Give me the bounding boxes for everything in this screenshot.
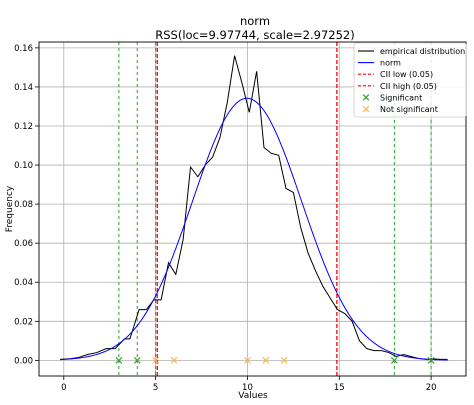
significant-marker xyxy=(427,356,435,364)
legend-swatch xyxy=(362,94,370,101)
y-tick-label: 0.16 xyxy=(14,44,33,54)
y-axis-label: Frequency xyxy=(5,185,15,232)
y-tick-label: 0.14 xyxy=(14,83,33,93)
not-significant-marker xyxy=(170,356,178,364)
chart-subtitle: RSS(loc=9.97744, scale=2.97252) xyxy=(155,28,354,42)
empirical-distribution-line xyxy=(60,55,448,360)
x-axis-ticks: 0 5 10 15 20 xyxy=(61,376,437,393)
legend-item: CII low (0.05) xyxy=(358,70,433,79)
y-tick-label: 0.06 xyxy=(14,239,33,249)
significant-marker xyxy=(390,356,398,364)
y-tick-label: 0.00 xyxy=(14,356,33,366)
series-lines xyxy=(60,55,448,361)
legend-item: Not significant xyxy=(362,105,438,114)
y-tick-label: 0.08 xyxy=(14,200,33,210)
y-tick-label: 0.10 xyxy=(14,161,33,171)
not-significant-marker xyxy=(152,356,160,364)
not-significant-marker xyxy=(262,356,270,364)
chart-title: norm xyxy=(240,14,270,28)
legend-box xyxy=(353,42,467,118)
x-tick-label: 5 xyxy=(153,383,158,393)
x-tick-label: 15 xyxy=(334,383,345,393)
x-tick-label: 10 xyxy=(242,383,253,393)
legend-label: norm xyxy=(380,59,401,68)
y-tick-label: 0.04 xyxy=(14,278,33,288)
not-significant-marker xyxy=(280,356,288,364)
legend-label: Not significant xyxy=(380,105,438,114)
significant-marker xyxy=(115,356,123,364)
legend: empirical distribution norm CII low (0.05)… xyxy=(353,42,467,118)
x-tick-label: 0 xyxy=(61,383,66,393)
legend-label: CII high (0.05) xyxy=(380,82,437,91)
legend-item: empirical distribution xyxy=(358,47,465,56)
legend-item: norm xyxy=(358,59,401,68)
legend-label: CII low (0.05) xyxy=(380,70,433,79)
legend-item: CII high (0.05) xyxy=(358,82,437,91)
legend-item: Significant xyxy=(362,93,422,102)
y-axis-ticks: 0.00 0.02 0.04 0.06 0.08 0.10 0.12 0.14 0.16 xyxy=(14,44,39,366)
norm-fit-line xyxy=(60,97,448,361)
y-tick-label: 0.12 xyxy=(14,122,33,132)
plot-frame xyxy=(38,41,467,377)
significant-marker xyxy=(133,356,141,364)
point-markers xyxy=(115,356,435,364)
y-tick-label: 0.02 xyxy=(14,317,33,327)
x-axis-label: Values xyxy=(238,391,268,401)
legend-label: empirical distribution xyxy=(380,47,465,56)
legend-swatch xyxy=(362,105,370,113)
legend-label: Significant xyxy=(380,93,422,102)
x-tick-label: 20 xyxy=(426,383,437,393)
not-significant-marker xyxy=(244,356,251,364)
